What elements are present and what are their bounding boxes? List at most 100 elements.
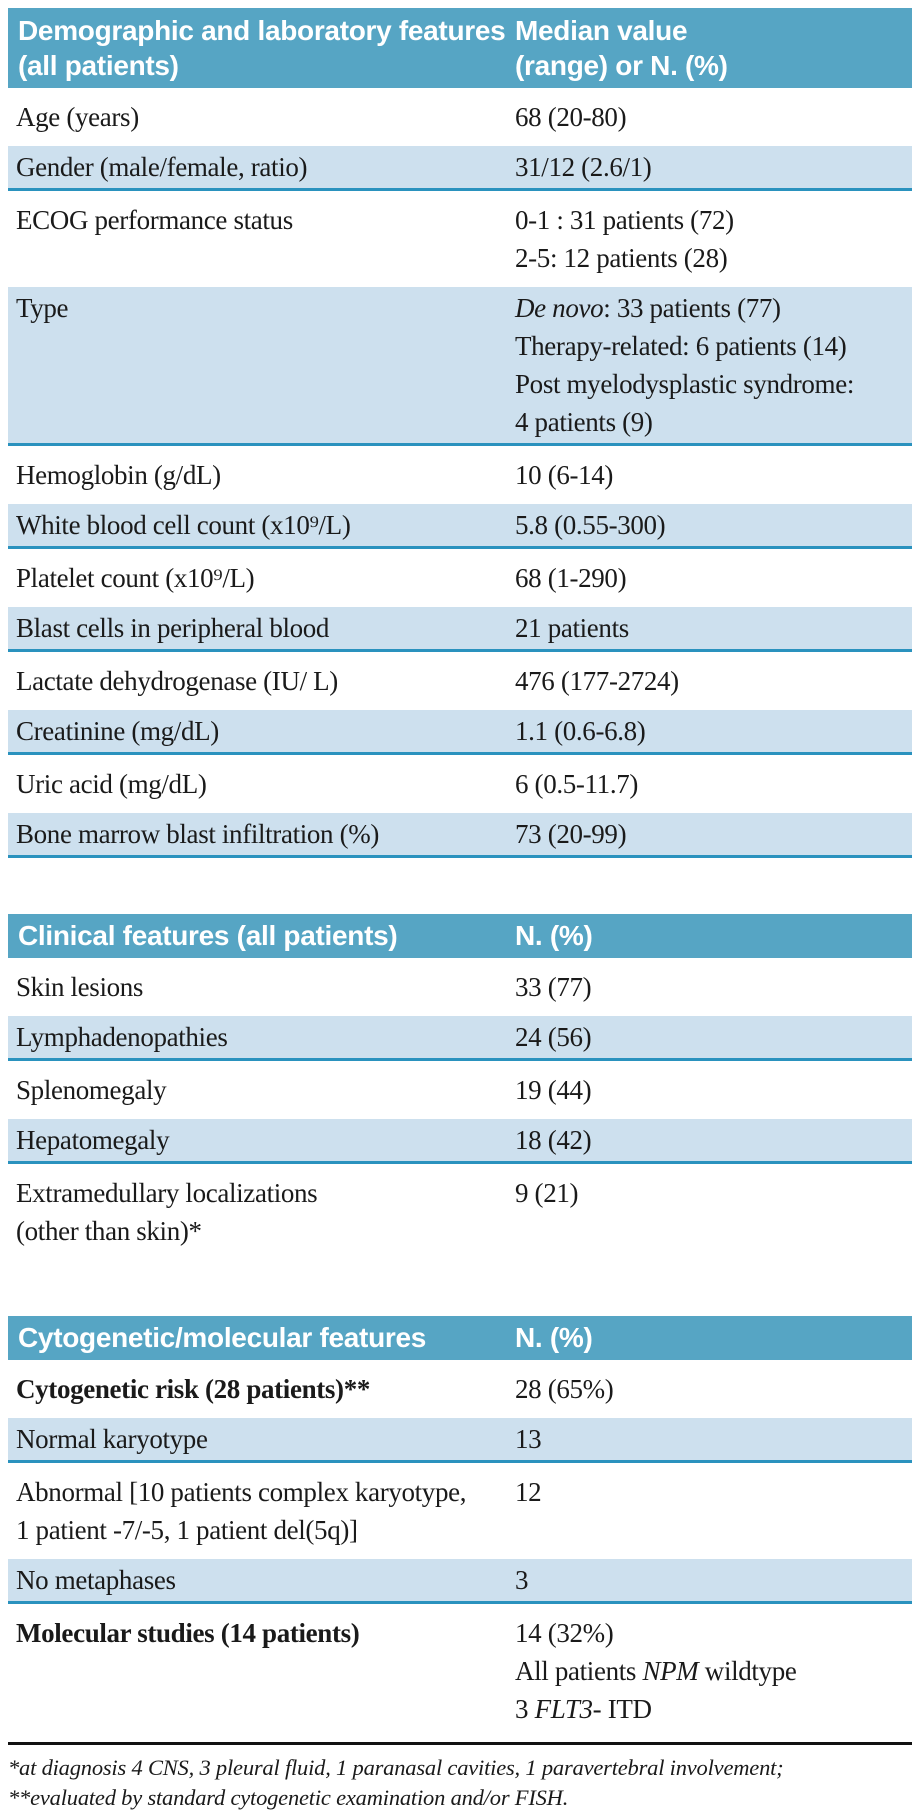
row-value: 31/12 (2.6/1)	[515, 152, 652, 182]
row-label: Hemoglobin (g/dL)	[16, 460, 221, 490]
row-value-line: 4 patients (9)	[515, 407, 653, 437]
row-label: Skin lesions	[16, 972, 144, 1002]
table1-header-col2: Median value (range) or N. (%)	[515, 13, 912, 83]
footnote-double-asterisk: **evaluated by standard cytogenetic exam…	[8, 1785, 569, 1810]
italic-gene-flt3: FLT3	[534, 1694, 593, 1724]
row-value-line: 2-5: 12 patients (28)	[515, 243, 728, 273]
table1-header-col2-line2: (range) or N. (%)	[515, 50, 728, 81]
row-label: Splenomegaly	[16, 1075, 167, 1105]
row-value: 68 (20-80)	[515, 102, 627, 132]
row-label-line: 1 patient -7/-5, 1 patient del(5q)]	[16, 1515, 358, 1545]
table-cytogenetic-molecular: Cytogenetic/molecular features N. (%) Cy…	[8, 1316, 912, 1738]
table-row-type: Type De novo: 33 patients (77) Therapy-r…	[8, 287, 912, 446]
row-value: 5.8 (0.55-300)	[515, 510, 666, 540]
row-label: Normal karyotype	[16, 1424, 208, 1454]
table1-header-row: Demographic and laboratory features (all…	[8, 8, 912, 88]
row-value-line: All patients NPM wildtype	[515, 1652, 912, 1690]
row-value-text: wildtype	[698, 1656, 797, 1686]
row-value-text: - ITD	[592, 1694, 652, 1724]
table-row-hepatomegaly: Hepatomegaly 18 (42)	[8, 1119, 912, 1164]
row-label: Molecular studies (14 patients)	[16, 1618, 360, 1648]
row-label: No metaphases	[16, 1565, 176, 1595]
table-row-age: Age (years) 68 (20-80)	[8, 88, 912, 146]
table-row-abnormal-karyotype: Abnormal [10 patients complex karyotype,…	[8, 1463, 912, 1559]
row-label: Blast cells in peripheral blood	[16, 613, 330, 643]
italic-gene-npm: NPM	[642, 1656, 699, 1686]
row-label: Hepatomegaly	[16, 1125, 170, 1155]
row-value: 24 (56)	[515, 1022, 592, 1052]
row-label: ECOG performance status	[16, 205, 293, 235]
row-label: Lymphadenopathies	[16, 1022, 228, 1052]
table2-header-col1: Clinical features (all patients)	[18, 920, 398, 951]
row-label-line: Extramedullary localizations	[16, 1178, 318, 1208]
row-value: 19 (44)	[515, 1075, 592, 1105]
row-value: 13	[515, 1424, 542, 1454]
row-value: 68 (1-290)	[515, 563, 627, 593]
row-label-line: Abnormal [10 patients complex karyotype,	[16, 1477, 467, 1507]
table-row-extramedullary: Extramedullary localizations (other than…	[8, 1164, 912, 1260]
table-row-wbc-count: White blood cell count (x10⁹/L) 5.8 (0.5…	[8, 504, 912, 549]
italic-term: De novo	[515, 293, 604, 323]
table-row-skin-lesions: Skin lesions 33 (77)	[8, 958, 912, 1016]
section-gap	[8, 858, 912, 914]
table-row-creatinine: Creatinine (mg/dL) 1.1 (0.6-6.8)	[8, 710, 912, 755]
row-value: 12	[515, 1477, 542, 1507]
table-row-uric-acid: Uric acid (mg/dL) 6 (0.5-11.7)	[8, 755, 912, 813]
table-row-bone-marrow-blast: Bone marrow blast infiltration (%) 73 (2…	[8, 813, 912, 858]
table-row-no-metaphases: No metaphases 3	[8, 1559, 912, 1604]
table-row-hemoglobin: Hemoglobin (g/dL) 10 (6-14)	[8, 446, 912, 504]
table-row-ecog: ECOG performance status 0-1 : 31 patient…	[8, 191, 912, 287]
row-value: 9 (21)	[515, 1178, 579, 1208]
table3-header-col2: N. (%)	[515, 1322, 593, 1353]
row-label: Type	[16, 293, 69, 323]
row-value: De novo: 33 patients (77) Therapy-relate…	[515, 289, 912, 441]
row-value-line: 14 (32%)	[515, 1618, 614, 1648]
table1-header-col1-line2: (all patients)	[18, 50, 179, 81]
row-value-text: All patients	[515, 1656, 643, 1686]
table3-header-row: Cytogenetic/molecular features N. (%)	[8, 1316, 912, 1360]
table-demographic-laboratory: Demographic and laboratory features (all…	[8, 8, 912, 858]
table-row-splenomegaly: Splenomegaly 19 (44)	[8, 1061, 912, 1119]
row-label-line: (other than skin)*	[16, 1216, 202, 1246]
row-label: Gender (male/female, ratio)	[16, 152, 308, 182]
row-value-line: Therapy-related: 6 patients (14)	[515, 331, 847, 361]
row-value: 6 (0.5-11.7)	[515, 769, 639, 799]
row-label: Extramedullary localizations (other than…	[8, 1174, 515, 1250]
row-value: 14 (32%) All patients NPM wildtype 3 FLT…	[515, 1614, 912, 1728]
row-value-line: 0-1 : 31 patients (72)	[515, 205, 734, 235]
row-label: Lactate dehydrogenase (IU/ L)	[16, 666, 338, 696]
table1-header-col1-line1: Demographic and laboratory features	[18, 15, 506, 46]
row-value: 73 (20-99)	[515, 819, 627, 849]
row-label: Uric acid (mg/dL)	[16, 769, 207, 799]
row-value-line: De novo: 33 patients (77)	[515, 289, 912, 327]
row-value: 0-1 : 31 patients (72) 2-5: 12 patients …	[515, 201, 912, 277]
row-value: 28 (65%)	[515, 1374, 614, 1404]
footnote-asterisk: *at diagnosis 4 CNS, 3 pleural fluid, 1 …	[8, 1755, 784, 1780]
row-value: 21 patients	[515, 613, 629, 643]
footnotes: *at diagnosis 4 CNS, 3 pleural fluid, 1 …	[8, 1742, 912, 1813]
row-label: Creatinine (mg/dL)	[16, 716, 219, 746]
row-value: 3	[515, 1565, 529, 1595]
table-clinical-features: Clinical features (all patients) N. (%) …	[8, 914, 912, 1260]
table-row-lymphadenopathies: Lymphadenopathies 24 (56)	[8, 1016, 912, 1061]
table-row-molecular-studies: Molecular studies (14 patients) 14 (32%)…	[8, 1604, 912, 1738]
row-value: 33 (77)	[515, 972, 592, 1002]
table-row-blast-cells: Blast cells in peripheral blood 21 patie…	[8, 607, 912, 652]
row-label: Abnormal [10 patients complex karyotype,…	[8, 1473, 515, 1549]
table3-header-col1: Cytogenetic/molecular features	[18, 1322, 427, 1353]
table2-header-row: Clinical features (all patients) N. (%)	[8, 914, 912, 958]
table1-header-col2-line1: Median value	[515, 15, 688, 46]
row-label: Cytogenetic risk (28 patients)**	[16, 1374, 370, 1404]
row-value-line: 3 FLT3- ITD	[515, 1690, 912, 1728]
row-value: 10 (6-14)	[515, 460, 614, 490]
row-label: White blood cell count (x10⁹/L)	[16, 510, 351, 540]
row-value: 1.1 (0.6-6.8)	[515, 716, 646, 746]
row-value: 476 (177-2724)	[515, 666, 679, 696]
table1-header-col1: Demographic and laboratory features (all…	[8, 13, 515, 83]
row-value-text: : 33 patients (77)	[603, 293, 781, 323]
section-gap	[8, 1260, 912, 1316]
row-value-line: Post myelodysplastic syndrome:	[515, 369, 854, 399]
table-row-platelet-count: Platelet count (x10⁹/L) 68 (1-290)	[8, 549, 912, 607]
table-row-gender: Gender (male/female, ratio) 31/12 (2.6/1…	[8, 146, 912, 191]
